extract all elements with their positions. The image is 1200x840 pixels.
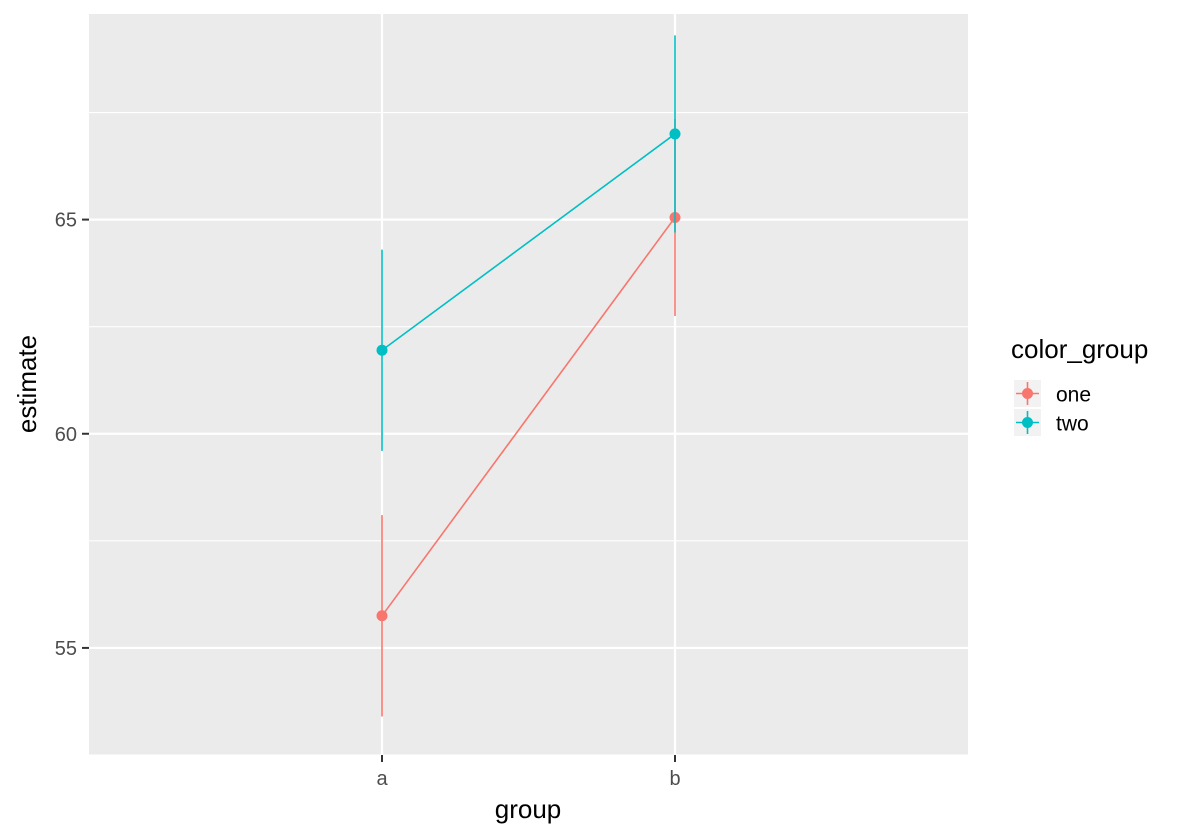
y-tick-label: 65 [55,210,77,232]
x-tick-label: b [669,768,680,790]
legend-label: one [1056,384,1091,407]
data-point [376,610,388,622]
legend: color_group one two [1011,334,1148,436]
grid-layer [89,14,968,756]
y-tick-label: 55 [55,638,77,660]
legend-items: one two [1014,380,1091,436]
y-axis-title: estimate [12,335,42,433]
legend-title: color_group [1011,334,1148,364]
axes-layer: 55 60 65 a b [55,210,681,790]
plot-panel [89,14,968,755]
data-point [669,128,681,140]
series-line [381,216,676,617]
legend-item-one: one [1014,380,1091,407]
y-tick-label: 60 [55,424,77,446]
series-layer [376,35,681,717]
x-tick-label: a [376,768,388,790]
legend-label: two [1056,413,1089,436]
series-two [376,35,681,451]
series-line [381,133,676,351]
legend-key-point [1022,417,1033,428]
legend-key-point [1022,388,1033,399]
legend-item-two: two [1014,409,1089,436]
x-axis-title: group [495,794,562,824]
data-point [376,344,388,356]
